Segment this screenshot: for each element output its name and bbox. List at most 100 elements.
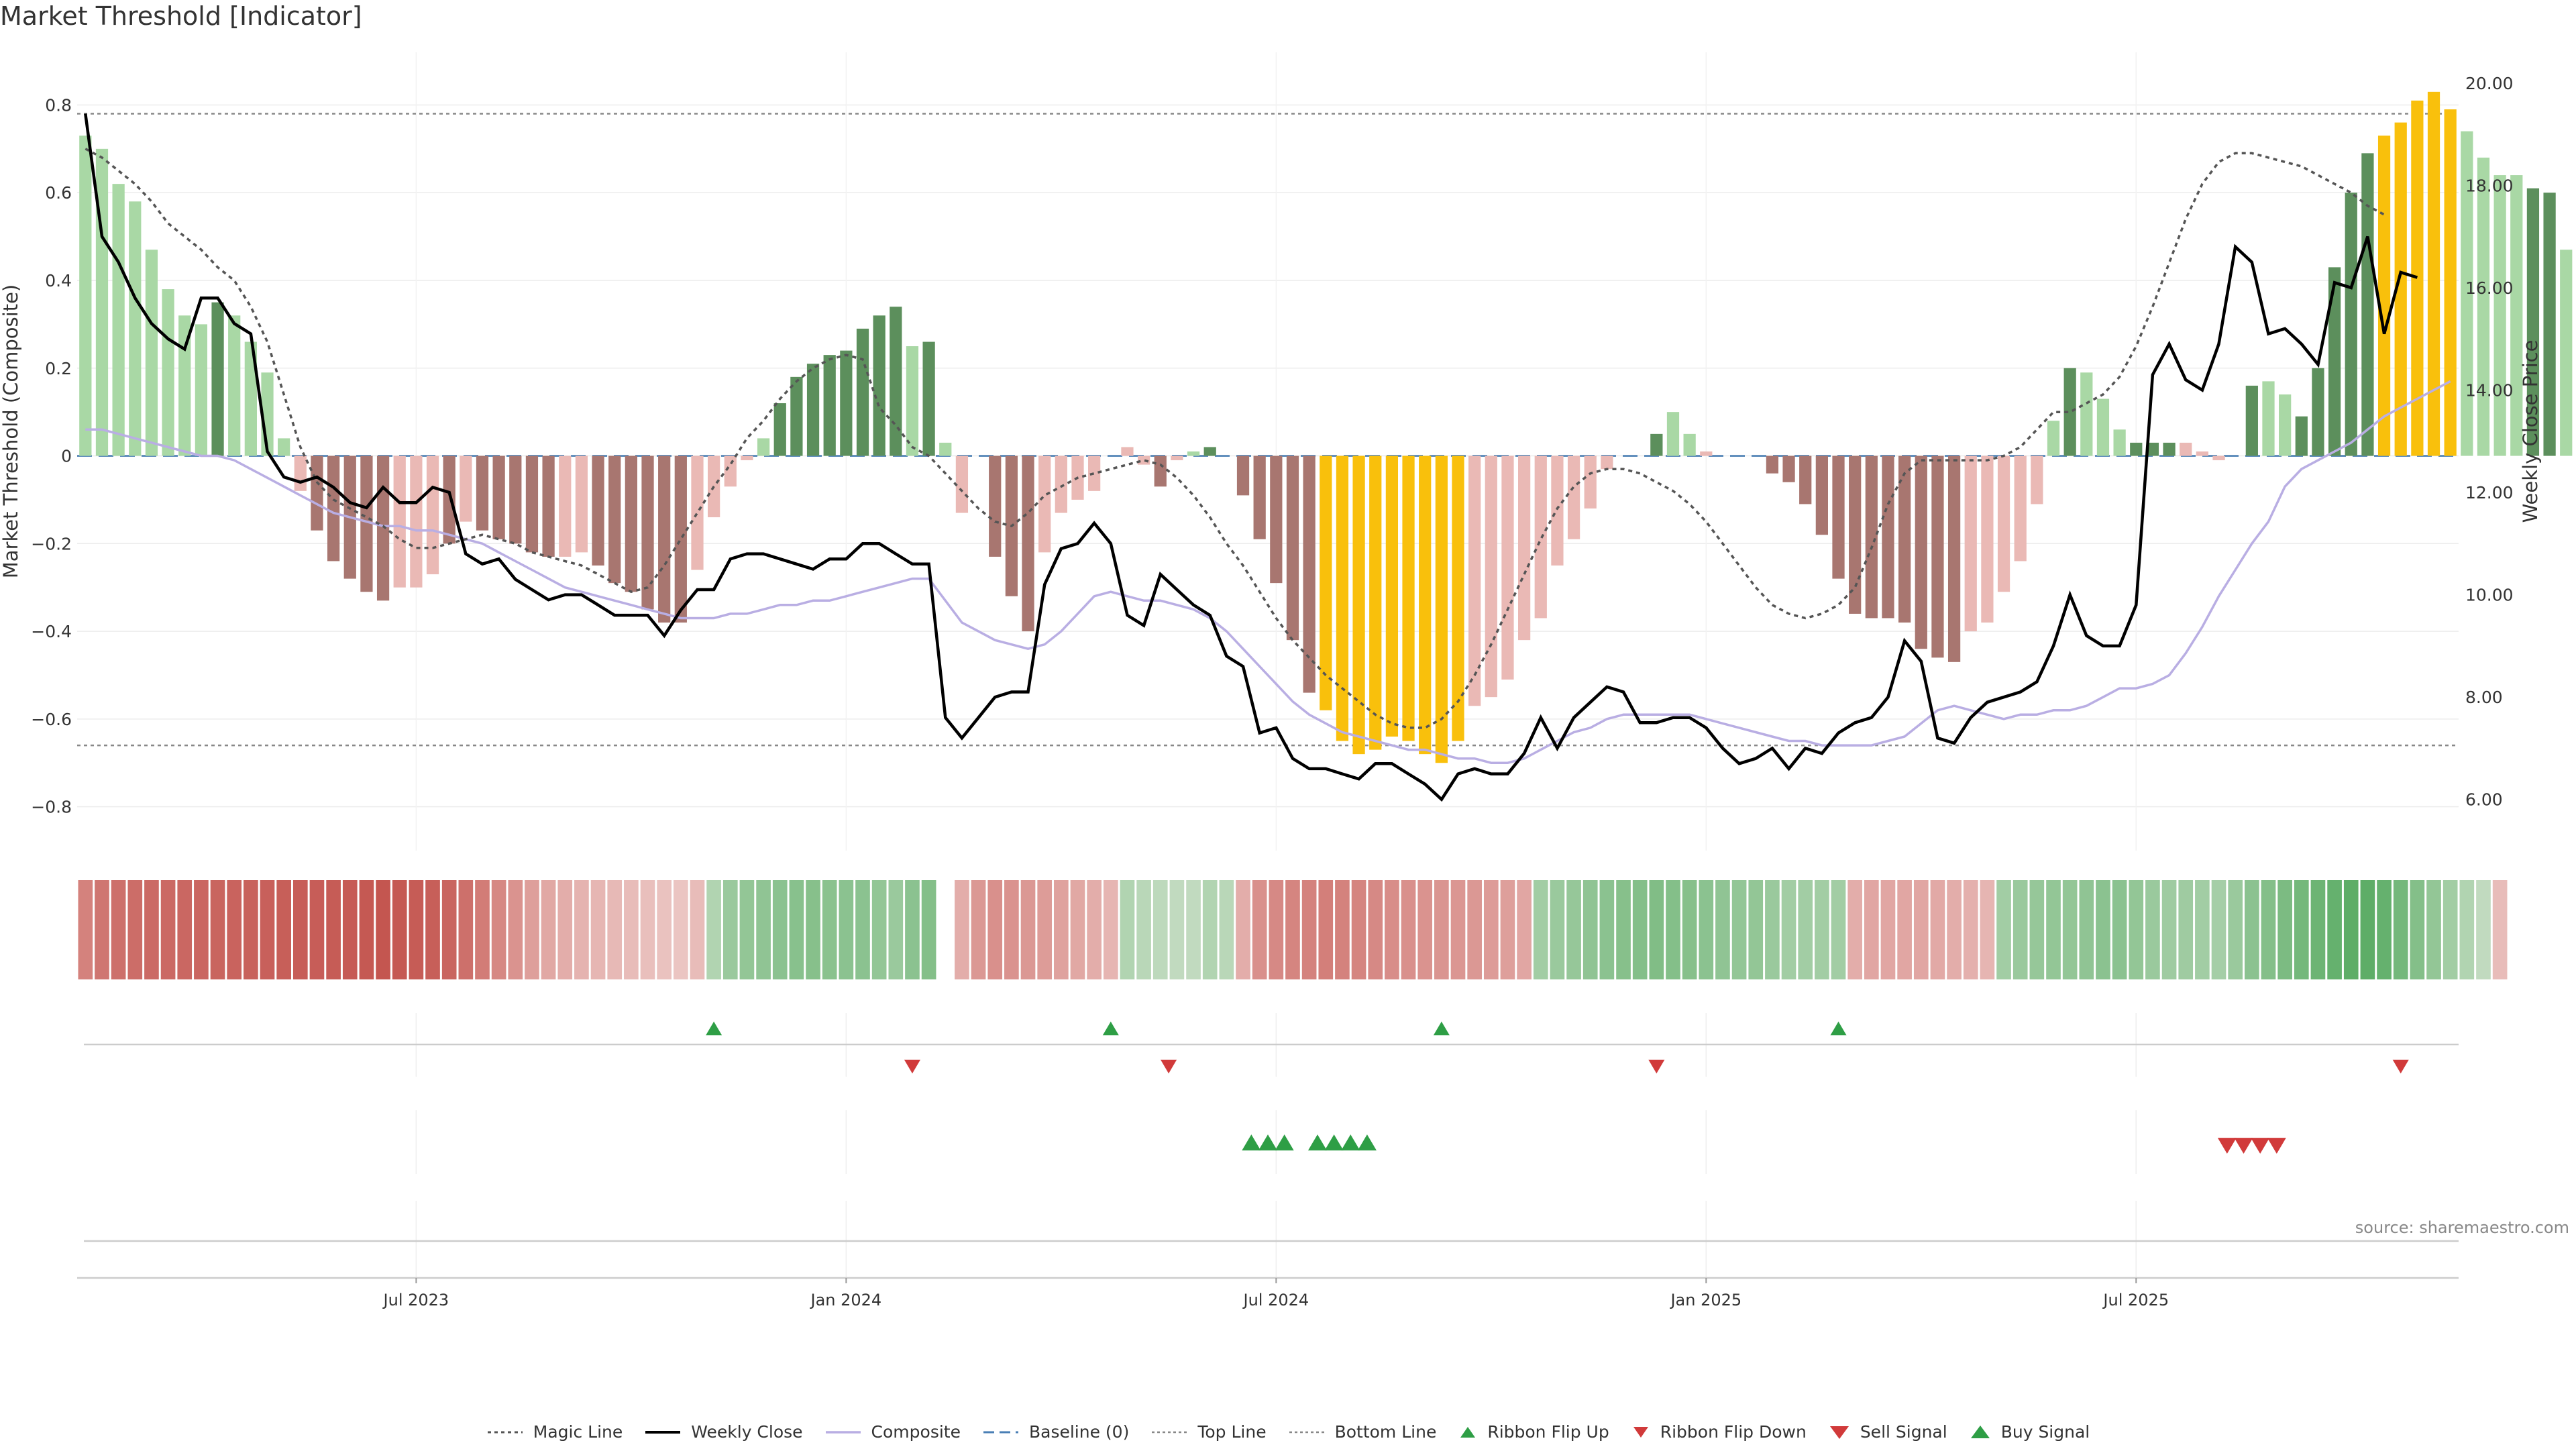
ribbon-cell bbox=[1136, 880, 1151, 979]
y-tick-label-left: 0 bbox=[61, 447, 72, 466]
ribbon-cell bbox=[1385, 880, 1399, 979]
ribbon-cell bbox=[2310, 880, 2326, 979]
composite-bar bbox=[559, 455, 572, 557]
ribbon-cell bbox=[127, 880, 143, 979]
ribbon-cell bbox=[955, 880, 969, 979]
composite-bar bbox=[1452, 455, 1464, 741]
y-tick-label-right: 20.00 bbox=[2465, 74, 2514, 93]
ribbon-cell bbox=[2245, 880, 2259, 979]
legend-item: Weekly Close bbox=[644, 1422, 803, 1442]
legend-item: Magic Line bbox=[486, 1422, 623, 1442]
legend-label: Sell Signal bbox=[1860, 1422, 1947, 1442]
triangle-down-icon bbox=[1631, 1424, 1660, 1440]
composite-bar bbox=[1055, 455, 1067, 513]
composite-bar bbox=[195, 324, 208, 456]
composite-bar bbox=[1666, 412, 1680, 456]
composite-bar bbox=[410, 455, 423, 588]
composite-bar bbox=[2146, 442, 2159, 456]
composite-bar bbox=[2014, 455, 2027, 561]
ribbon-cell bbox=[1054, 880, 1069, 979]
ribbon-cell bbox=[2129, 880, 2144, 979]
ribbon-cell bbox=[2393, 880, 2408, 979]
composite-bar bbox=[674, 455, 687, 623]
composite-bar bbox=[691, 455, 704, 570]
legend-item: Sell Signal bbox=[1828, 1422, 1947, 1442]
buy-signal-marker bbox=[1258, 1134, 1277, 1150]
composite-bar bbox=[840, 350, 853, 456]
composite-bar bbox=[1121, 447, 1134, 456]
buy-signal-marker bbox=[1242, 1134, 1261, 1150]
ribbon-cell bbox=[2012, 880, 2028, 979]
y-tick-label-right: 8.00 bbox=[2465, 688, 2503, 707]
composite-bar bbox=[2477, 157, 2490, 456]
composite-bar bbox=[2312, 368, 2324, 456]
ribbon-cell bbox=[739, 880, 755, 979]
ribbon-cell bbox=[1699, 880, 1714, 979]
ribbon-cell bbox=[706, 880, 721, 979]
ribbon-cell bbox=[2161, 880, 2177, 979]
ribbon-cell bbox=[2327, 880, 2342, 979]
composite-bar bbox=[2394, 122, 2407, 456]
composite-bar bbox=[1551, 455, 1564, 566]
composite-bar bbox=[2345, 193, 2357, 456]
y-tick-label-left: 0.6 bbox=[45, 183, 72, 203]
ribbon-cell bbox=[2360, 880, 2375, 979]
ribbon-cell bbox=[722, 880, 738, 979]
dashed-line-icon bbox=[982, 1426, 1029, 1439]
ribbon-cell bbox=[475, 880, 490, 979]
y-tick-label-right: 12.00 bbox=[2465, 483, 2514, 502]
composite-bar bbox=[955, 455, 969, 513]
composite-bar bbox=[1931, 455, 1944, 658]
composite-line bbox=[85, 380, 2451, 764]
ribbon-cell bbox=[1202, 880, 1218, 979]
composite-bar bbox=[1320, 455, 1332, 710]
ribbon-cell bbox=[839, 880, 854, 979]
composite-bar bbox=[890, 307, 902, 456]
sell-signal-marker bbox=[2217, 1138, 2237, 1154]
composite-bar bbox=[989, 455, 1002, 557]
ribbon-cell bbox=[392, 880, 407, 979]
ribbon-cell bbox=[1269, 880, 1284, 979]
ribbon-cell bbox=[2079, 880, 2094, 979]
ribbon-cell bbox=[2459, 880, 2475, 979]
composite-bar bbox=[2212, 455, 2225, 461]
composite-bar bbox=[575, 455, 588, 553]
composite-bar bbox=[1419, 455, 1432, 755]
composite-bar bbox=[1485, 455, 1497, 698]
ribbon-cell bbox=[1781, 880, 1796, 979]
composite-bar bbox=[1236, 455, 1250, 496]
ribbon-cell bbox=[342, 880, 358, 979]
ribbon-cell bbox=[2096, 880, 2110, 979]
ribbon-cell bbox=[756, 880, 771, 979]
ribbon-cell bbox=[1467, 880, 1482, 979]
composite-bar bbox=[525, 455, 539, 553]
composite-bar bbox=[1303, 455, 1316, 693]
ribbon-flip-down-marker bbox=[2392, 1059, 2409, 1074]
composite-bar bbox=[2130, 442, 2143, 456]
composite-bar bbox=[1683, 433, 1696, 456]
ribbon-cell bbox=[508, 880, 523, 979]
ribbon-cell bbox=[144, 880, 159, 979]
composite-bar bbox=[1898, 455, 1911, 623]
ribbon-cell bbox=[1748, 880, 1764, 979]
composite-bar bbox=[393, 455, 406, 588]
composite-bar bbox=[2279, 394, 2292, 456]
ribbon-cell bbox=[1318, 880, 1334, 979]
ribbon-cell bbox=[1301, 880, 1317, 979]
composite-bar bbox=[311, 455, 323, 531]
composite-bar bbox=[2361, 153, 2374, 456]
chart-title: Market Threshold [Indicator] bbox=[0, 1, 362, 31]
composite-bar bbox=[1915, 455, 1927, 649]
composite-bar bbox=[1352, 455, 1365, 755]
legend-label: Ribbon Flip Down bbox=[1660, 1422, 1807, 1442]
legend-item: Ribbon Flip Up bbox=[1458, 1422, 1609, 1442]
composite-bar bbox=[2113, 429, 2126, 456]
composite-bar bbox=[2377, 136, 2391, 456]
ribbon-cell bbox=[458, 880, 474, 979]
composite-bar bbox=[2444, 109, 2457, 456]
ribbon-cell bbox=[1831, 880, 1846, 979]
y-axis-label-left: Market Threshold (Composite) bbox=[0, 284, 22, 578]
ribbon-cell bbox=[1649, 880, 1664, 979]
ribbon-cell bbox=[1864, 880, 1879, 979]
composite-bar bbox=[1038, 455, 1051, 553]
